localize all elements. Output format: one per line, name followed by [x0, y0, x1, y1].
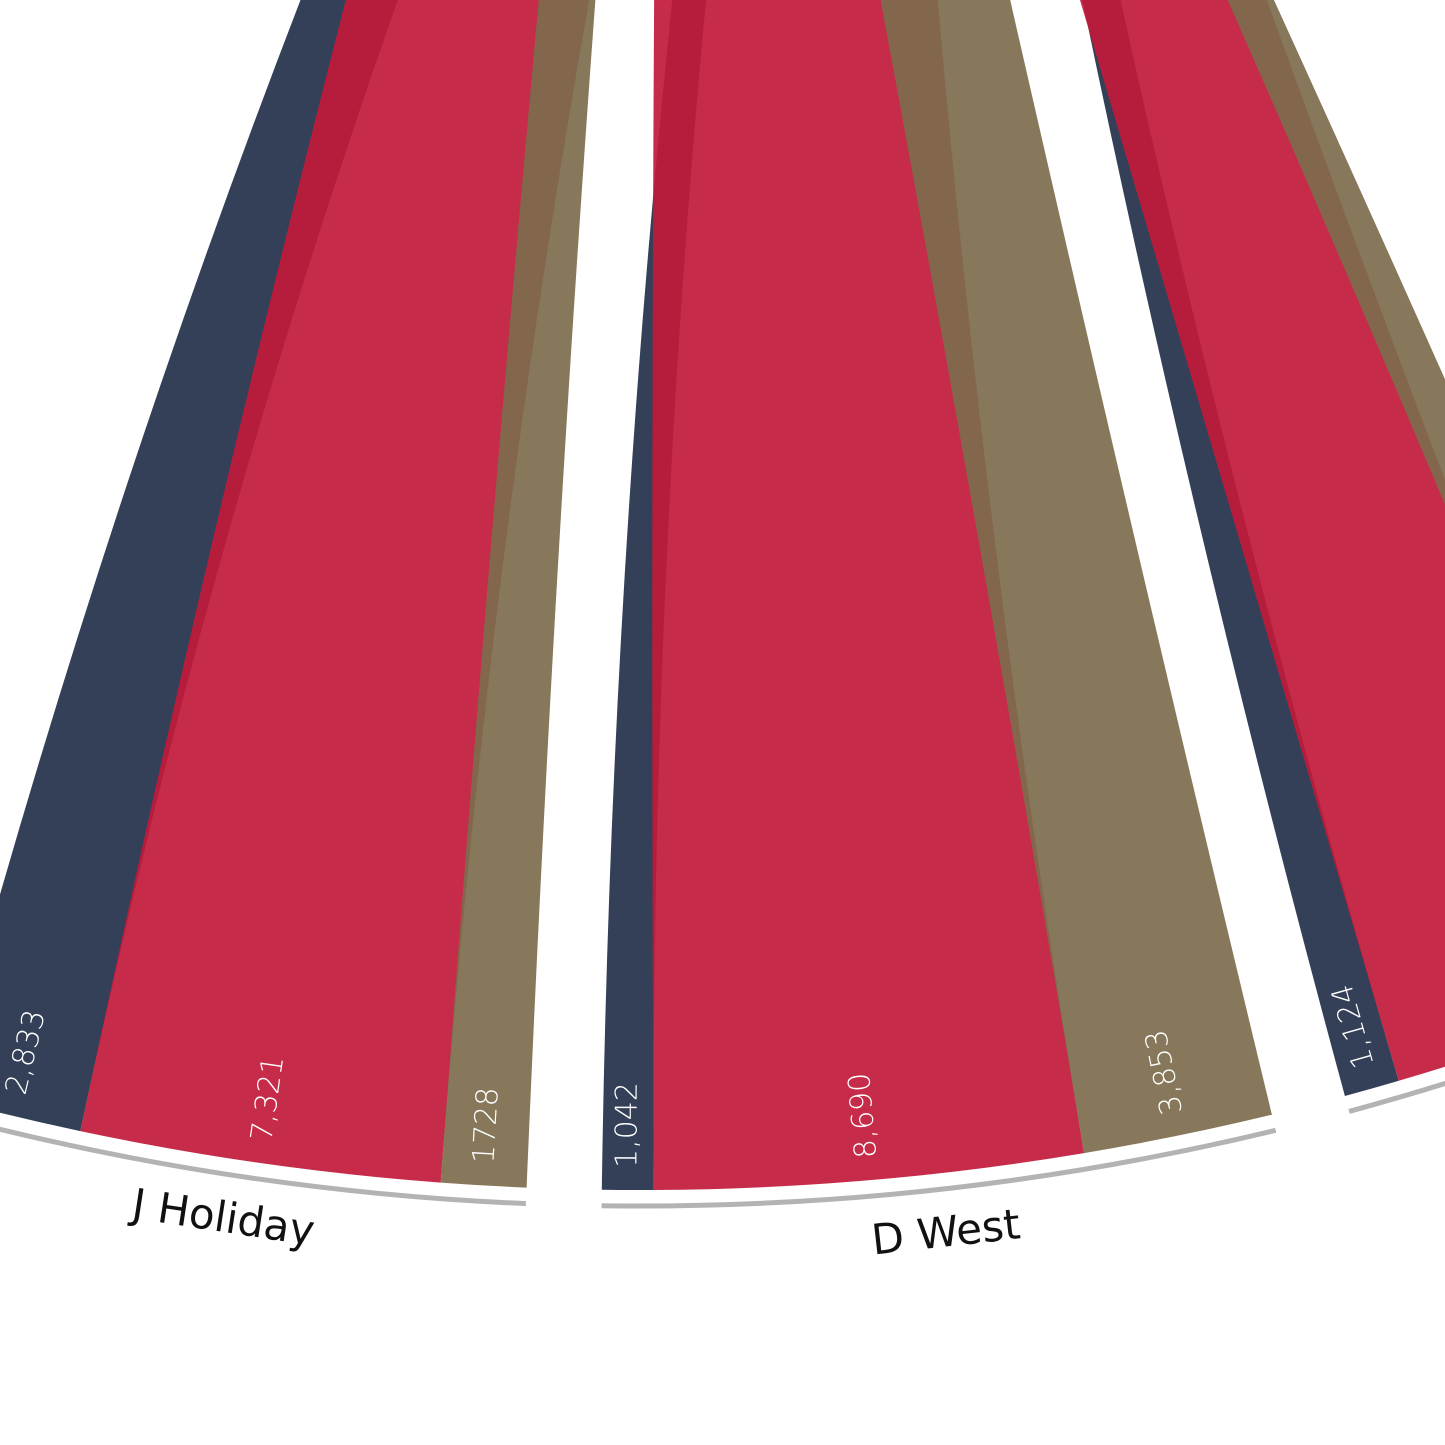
ribbon: [652, 0, 1085, 1190]
category-arc: [601, 1127, 1277, 1209]
value-label: 1,042: [609, 1082, 644, 1168]
category-label: J Holiday: [126, 1179, 318, 1256]
value-label: 8,690: [842, 1071, 884, 1160]
category-arc: [0, 1126, 527, 1207]
ribbon: [440, 0, 596, 1188]
value-label: 1728: [466, 1086, 505, 1164]
category-label: D West: [869, 1199, 1022, 1264]
ribbon: [880, 0, 1272, 1154]
ribbon: [80, 0, 590, 1183]
category-arc: [1348, 1080, 1445, 1114]
ribbons: [0, 0, 1445, 1191]
